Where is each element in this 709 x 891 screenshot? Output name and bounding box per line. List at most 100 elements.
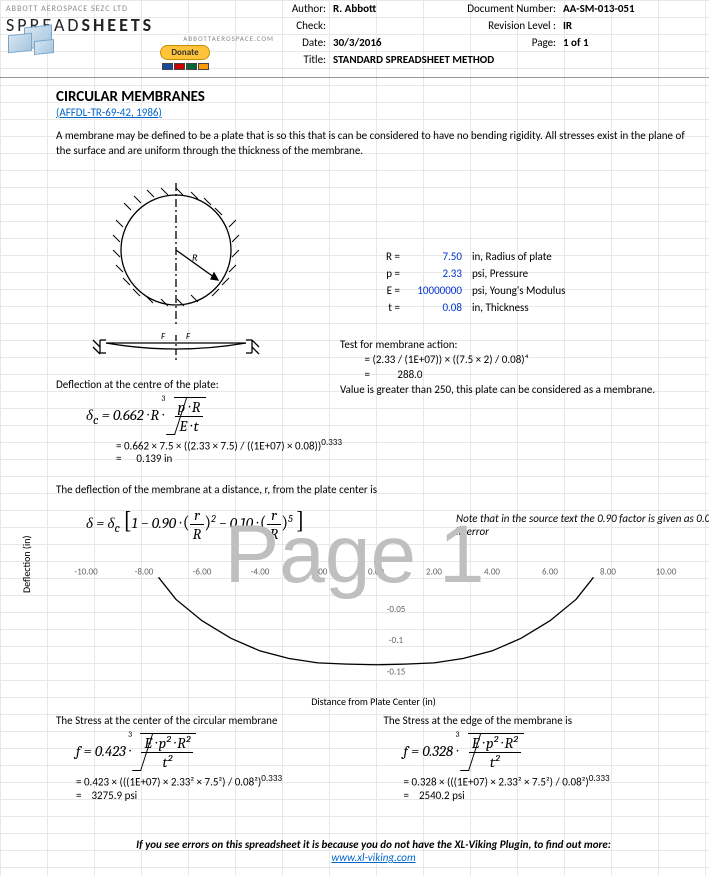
logo-area: ABBOTT AEROSPACE SEZC LTD SPREADSHEETS A… — [0, 0, 280, 77]
stress-frac-top-e: E · p² · R² — [469, 734, 521, 753]
docnum-label: Document Number: — [440, 2, 560, 15]
stress-edge-heading: The Stress at the edge of the membrane i… — [384, 714, 692, 727]
test-eq2-pre: = — [340, 368, 370, 383]
test-eq2: 288.0 — [373, 368, 423, 383]
f-eq-e: = — [408, 742, 423, 760]
input-sym: t = — [382, 301, 404, 316]
defl-calc2-unit: in — [164, 452, 172, 465]
input-parameters: R =7.50in, Radius of platep =2.33psi, Pr… — [380, 248, 571, 318]
intro-paragraph: A membrane may be defined to be a plate … — [56, 129, 691, 159]
deflection-formula: δc = 0.662 · R · 3p · RE · t — [86, 397, 691, 435]
stress-e-calc1: = 0.328 × (((1E+07) × 2.33² × 7.5²) / 0.… — [404, 776, 589, 789]
input-unit: in, Thickness — [468, 301, 569, 316]
donate-button[interactable]: Donate — [160, 45, 209, 60]
svg-text:8.00: 8.00 — [600, 567, 616, 578]
stress-center-heading: The Stress at the center of the circular… — [56, 714, 364, 727]
input-sym: R = — [382, 250, 404, 265]
stress-section: The Stress at the center of the circular… — [56, 714, 691, 802]
payment-cards-icon — [96, 63, 274, 70]
delta-sym: δ — [86, 406, 93, 424]
stress-frac-bot-e: t² — [469, 753, 521, 771]
logo-bold: SHEETS — [81, 14, 154, 36]
deflection-chart: Deflection (in) -10.00-8.00-6.00-4.00-2.… — [26, 553, 691, 693]
circular-membrane-diagram: R — [76, 175, 296, 365]
deflection-calc: = 0.662 × 7.5 × ((2.33 × 7.5) / ((1E+07)… — [116, 437, 691, 466]
document-body: CIRCULAR MEMBRANES (AFFDL-TR-69-42, 1986… — [0, 78, 709, 876]
defl-frac-bot: E · t — [175, 417, 204, 435]
rev-label: Revision Level : — [440, 19, 560, 32]
f-eq-c: = — [80, 742, 95, 760]
stress-frac-bot-c: t² — [141, 753, 193, 771]
svg-text:-10.00: -10.00 — [74, 567, 98, 578]
input-val: 7.50 — [406, 250, 466, 265]
test-conclusion: Value is greater than 250, this plate ca… — [340, 383, 660, 398]
stress-edge-col: The Stress at the edge of the membrane i… — [384, 714, 692, 802]
reference-link[interactable]: (AFFDL-TR-69-42, 1986) — [56, 106, 162, 119]
chart-x-label: Distance from Plate Center (in) — [56, 695, 691, 708]
input-unit: psi, Young's Modulus — [468, 284, 569, 299]
test-heading: Test for membrane action: — [340, 338, 660, 353]
input-sym: p = — [382, 267, 404, 282]
page-value: 1 of 1 — [560, 36, 670, 49]
svg-text:0: 0 — [374, 557, 379, 568]
header: ABBOTT AEROSPACE SEZC LTD SPREADSHEETS A… — [0, 0, 709, 78]
stress-e-result: 2540.2 — [419, 789, 450, 802]
input-sym: E = — [382, 284, 404, 299]
rev-value: IR — [560, 19, 670, 32]
stress-e-sup: 0.333 — [589, 773, 610, 784]
footer-link[interactable]: www.xl-viking.com — [331, 851, 415, 864]
stress-center-col: The Stress at the center of the circular… — [56, 714, 364, 802]
svg-text:10.00: 10.00 — [656, 567, 677, 578]
svg-text:-4.00: -4.00 — [251, 567, 270, 578]
input-unit: psi, Pressure — [468, 267, 569, 282]
defl-calc2-pre: = — [116, 452, 121, 465]
footer: If you see errors on this spreadsheet it… — [56, 832, 691, 870]
svg-text:-0.15: -0.15 — [387, 667, 406, 678]
page-label: Page: — [440, 36, 560, 49]
svg-text:6.00: 6.00 — [542, 567, 558, 578]
author-label: Author: — [280, 2, 330, 15]
stress-c-calc1: = 0.423 × (((1E+07) × 2.33² × 7.5²) / 0.… — [76, 776, 261, 789]
delta-eq: = 0.662 · R · — [98, 406, 165, 424]
footer-text: If you see errors on this spreadsheet it… — [136, 838, 611, 851]
input-val: 0.08 — [406, 301, 466, 316]
coef-edge: 0.328 — [422, 742, 453, 760]
defl-calc2: 0.139 — [136, 452, 161, 465]
stress-frac-top-c: E · p² · R² — [141, 734, 193, 753]
svg-text:-0.1: -0.1 — [389, 636, 404, 647]
stress-c-sup: 0.333 — [261, 773, 282, 784]
test-eq1-pre: = — [340, 353, 370, 368]
title-value: STANDARD SPREADSHEET METHOD — [330, 53, 709, 66]
stress-edge-calc: = 0.328 × (((1E+07) × 2.33² × 7.5²) / 0.… — [404, 773, 692, 802]
date-value: 30/3/2016 — [330, 36, 440, 49]
docnum-value: AA-SM-013-051 — [560, 2, 670, 15]
stress-edge-formula: f = 0.328 · 3E · p² · R²t² — [404, 733, 692, 771]
stress-c-unit: psi — [125, 789, 138, 802]
svg-text:4.00: 4.00 — [484, 567, 500, 578]
author-value: R. Abbott — [330, 2, 440, 15]
test-eq1: (2.33 / (1E+07)) × ((7.5 × 2) / 0.08)⁴ — [373, 353, 529, 366]
stress-e-unit: psi — [452, 789, 465, 802]
date-label: Date: — [280, 36, 330, 49]
svg-text:-0.05: -0.05 — [387, 604, 406, 615]
deflection-r-heading: The deflection of the membrane at a dist… — [56, 483, 691, 496]
logo-cubes-icon — [4, 24, 59, 59]
defl-frac-top: p · R — [175, 398, 204, 417]
stress-center-formula: f = 0.423 · 3E · p² · R²t² — [76, 733, 364, 771]
svg-text:F: F — [161, 331, 166, 342]
logo-company: ABBOTT AEROSPACE SEZC LTD — [6, 4, 274, 14]
meta-table: Author: R. Abbott Document Number: AA-SM… — [280, 0, 709, 77]
stress-c-result: 3275.9 — [91, 789, 122, 802]
chart-y-label: Deflection (in) — [20, 536, 33, 594]
dot-c: · — [126, 742, 133, 760]
svg-text:-8.00: -8.00 — [135, 567, 154, 578]
test-block: Test for membrane action: = (2.33 / (1E+… — [340, 338, 660, 397]
coef-center: 0.423 — [95, 742, 126, 760]
svg-text:R: R — [192, 251, 198, 264]
check-label: Check: — [280, 19, 330, 32]
source-note: Note that in the source text the 0.90 fa… — [456, 512, 709, 538]
input-val: 2.33 — [406, 267, 466, 282]
svg-text:-6.00: -6.00 — [193, 567, 212, 578]
dot-e: · — [453, 742, 460, 760]
svg-text:-2.00: -2.00 — [309, 567, 328, 578]
